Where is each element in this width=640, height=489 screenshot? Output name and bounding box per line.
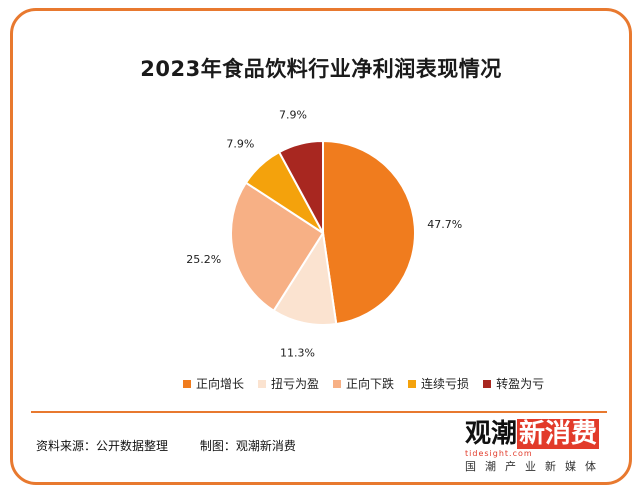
- legend-swatch: [483, 379, 492, 388]
- footer-text: 资料来源：公开数据整理 制图：观潮新消费: [36, 437, 296, 454]
- pie-slice-2: [272, 230, 338, 326]
- pie-chart: 47.7% 11.3% 25.2% 7.9% 7.9%: [186, 109, 462, 360]
- legend-label: 转盈为亏: [496, 377, 545, 391]
- pie-label-1: 47.7%: [427, 218, 462, 231]
- legend-swatch: [258, 379, 267, 388]
- legend-item-5: 转盈为亏: [483, 375, 544, 392]
- pie-slice-5: [277, 139, 324, 234]
- legend-label: 连续亏损: [421, 377, 470, 391]
- pie-label-3: 25.2%: [186, 253, 221, 266]
- pie-label-4: 7.9%: [226, 137, 254, 150]
- legend-label: 正向下跌: [346, 377, 395, 391]
- legend-item-2: 扭亏为盈: [258, 375, 319, 392]
- pie-label-2: 11.3%: [280, 346, 315, 359]
- brand-logo: 观潮新消费 tidesight.com 国潮产业新媒体: [465, 419, 611, 475]
- logo-url: tidesight.com: [465, 449, 533, 458]
- legend-item-4: 连续亏损: [408, 375, 469, 392]
- logo-main-b: 新消费: [517, 419, 600, 449]
- legend: 正向增长 扭亏为盈 正向下跌 连续亏损 转盈为亏: [183, 375, 544, 392]
- legend-item-1: 正向增长: [183, 375, 244, 392]
- logo-subtitle: 国潮产业新媒体: [465, 460, 605, 473]
- legend-swatch: [333, 379, 342, 388]
- legend-label: 正向增长: [196, 377, 245, 391]
- legend-swatch: [183, 379, 191, 388]
- chart-title: 2023年食品饮料行业净利润表现情况: [140, 57, 502, 81]
- legend-swatch: [408, 379, 417, 388]
- legend-label: 扭亏为盈: [271, 377, 320, 391]
- source-note: 资料来源：公开数据整理: [36, 439, 169, 453]
- legend-item-3: 正向下跌: [333, 375, 394, 392]
- pie-slice-3: [230, 181, 325, 313]
- chart-card: 2023年食品饮料行业净利润表现情况 47.7% 11.3% 25.2% 7.9% 7.…: [10, 8, 632, 485]
- logo-main-a: 观潮: [465, 419, 518, 449]
- logo-wordmark: 观潮新消费: [465, 419, 611, 449]
- pie-label-5: 7.9%: [279, 109, 307, 122]
- footer-divider: [31, 411, 607, 413]
- maker-note: 制图：观潮新消费: [199, 439, 296, 453]
- pie-slice-1: [322, 139, 416, 326]
